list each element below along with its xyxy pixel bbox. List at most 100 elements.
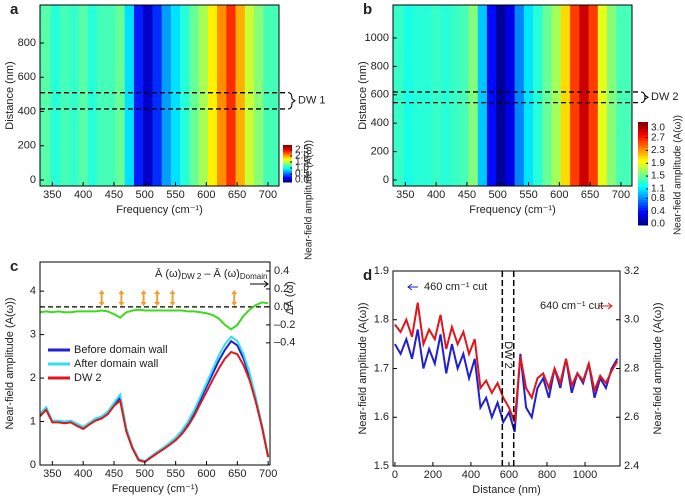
heat-cell [124,5,135,186]
panel-label: c [10,258,18,275]
heat-cell [393,5,396,186]
y-tick-label: 200 [371,146,389,158]
colorbar-cell [283,167,292,169]
colorbar-tick-label: 0.0 [295,175,309,186]
y-axis-label: Near-field amplitude (A(ω)) [357,302,369,434]
y-tick-label: 0 [30,174,36,186]
x-tick-label: 450 [105,189,123,201]
heat-cell [254,5,264,186]
colorbar-cell [638,199,648,203]
colorbar-cell [283,171,292,174]
colorbar-cell [638,204,648,208]
colorbar-label: Near-field amplitude (A(ω)) [673,115,684,235]
x-tick-label: 600 [550,189,568,201]
heat-cell [161,5,172,186]
colorbar-cell [283,170,292,173]
dw-label: DW 1 [298,95,326,107]
colorbar-cell [638,158,648,162]
x-tick-label: 0 [392,469,398,481]
heat-cell [570,5,580,186]
colorbar-cell [638,160,648,164]
colorbar-tick-label: 0.4 [651,206,665,217]
heat-cell [533,5,543,186]
y-tick-label: 1.5 [374,460,389,472]
colorbar-cell [283,145,292,147]
colorbar-cell [638,145,648,149]
colorbar-cell [638,181,648,185]
y2-axis-label: Near-field amplitude (A(ω)) [652,302,664,434]
annotation-part: – Ā (ω) [201,268,240,280]
y-tick-label: 600 [18,71,36,83]
colorbar-cell [638,155,648,159]
x-tick-label: 1000 [573,469,597,481]
colorbar-cell [283,159,292,162]
colorbar-cell [638,219,648,223]
heat-cell [235,5,246,186]
y-tick-label: 1.9 [374,265,389,277]
colorbar-cell [283,147,292,150]
colorbar-cell [283,150,292,152]
y-axis-label: Distance (nm) [4,61,16,129]
legend-arrow [598,302,613,310]
colorbar-cell [638,142,648,146]
colorbar-cell [638,196,648,200]
plot-area [393,5,632,186]
y2-tick-label: 3.2 [624,265,639,277]
colorbar-cell [638,209,648,213]
marker-arrow [154,290,161,306]
colorbar-cell [283,151,292,153]
x-tick-label: 700 [259,189,277,201]
y-tick-label: 3 [30,328,36,340]
plot-area [40,301,270,464]
heat-cell [244,5,255,186]
y-tick-label: 1.8 [374,314,389,326]
colorbar-cell [638,178,648,182]
x-tick-label: 500 [136,468,154,480]
x-tick-label: 400 [74,468,92,480]
x-tick-label: 800 [538,469,556,481]
x-tick-label: 500 [136,189,154,201]
colorbar-cell [283,163,292,165]
y2-tick-label: –0.2 [274,319,295,331]
colorbar-cell [638,147,648,151]
x-tick-label: 550 [166,468,184,480]
x-tick-label: 600 [197,468,215,480]
heat-cell [597,5,608,186]
y2-tick-label: 2.8 [624,362,639,374]
x-tick-label: 350 [43,189,61,201]
x-axis-label: Frequency (cm⁻¹) [469,204,556,216]
colorbar-cell [638,217,648,221]
colorbar-cell [638,191,648,195]
legend-label: DW 2 [74,372,102,384]
colorbar-cell [638,186,648,190]
annotation-part: Domain [240,272,268,281]
x-tick-label: 500 [489,189,507,201]
heat-cell [96,5,107,186]
colorbar-cell [638,134,648,138]
colorbar-cell [283,153,292,155]
heat-cell [514,5,525,186]
legend-label: 640 cm⁻¹ cut [540,300,603,312]
heat-cell [143,5,154,186]
colorbar-cell [283,157,292,160]
colorbar-cell [638,168,648,172]
marker-arrow [98,290,105,306]
y2-tick-label: 0.0 [274,301,289,313]
legend-arrow [407,283,418,291]
heat-cell [133,5,144,186]
y-tick-label: 800 [371,60,389,72]
colorbar-cell [638,212,648,216]
heat-cell [60,5,70,186]
heat-cell [607,5,617,186]
y2-tick-label: 0.4 [274,265,289,277]
x-tick-label: 350 [43,468,61,480]
series-line [40,350,270,464]
y-tick-label: 0 [383,174,389,186]
heat-cell [422,5,433,186]
colorbar-cell [638,132,648,136]
plot-area [40,5,279,186]
legend-label: 460 cm⁻¹ cut [424,281,487,293]
colorbar-cell [638,201,648,205]
x-tick-label: 550 [166,189,184,201]
